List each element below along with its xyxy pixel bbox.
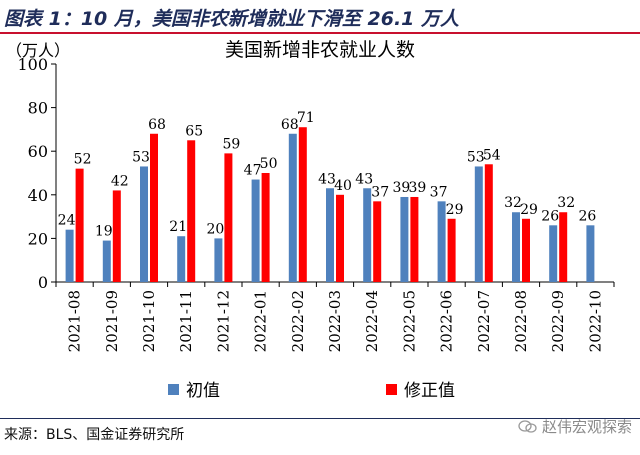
x-tick-label: 2022-03 <box>326 290 344 352</box>
bar-initial-2022-03 <box>326 188 334 282</box>
x-tick-label: 2022-07 <box>475 290 493 352</box>
x-tick-label: 2021-11 <box>177 290 195 352</box>
bar-initial-2021-12 <box>214 238 223 282</box>
data-label-revised-2022-07: 54 <box>483 147 501 163</box>
x-tick-label: 2022-06 <box>438 290 456 352</box>
axes: 0 20 40 60 80 100 <box>17 55 615 292</box>
data-label-revised-2022-08: 29 <box>520 202 538 218</box>
data-label-revised-2022-04: 37 <box>371 184 389 200</box>
x-tick-label: 2022-08 <box>512 290 530 352</box>
bar-initial-2022-09 <box>549 225 558 282</box>
legend: 初值 修正值 <box>168 381 455 401</box>
data-label-initial-2022-04: 43 <box>355 171 373 187</box>
bar-initial-2022-05 <box>400 196 409 282</box>
watermark-text: 赵伟宏观探索 <box>541 418 632 436</box>
data-label-revised-2022-09: 32 <box>557 195 575 211</box>
bar-revised-2022-06 <box>447 218 456 282</box>
data-label-initial-2021-12: 20 <box>206 221 224 237</box>
bar-revised-2022-04 <box>373 201 382 282</box>
bar-revised-2021-10 <box>150 133 158 282</box>
data-label-initial-2022-01: 47 <box>244 163 262 179</box>
data-label-revised-2021-12: 59 <box>222 136 240 152</box>
x-tick-label: 2021-08 <box>66 290 84 352</box>
data-label-revised-2022-06: 29 <box>446 202 464 218</box>
bar-initial-2022-01 <box>251 179 260 282</box>
x-tick-label: 2022-01 <box>252 290 270 352</box>
footer-rule <box>0 418 640 419</box>
bar-initial-2021-11 <box>177 236 186 282</box>
data-label-initial-2022-03: 43 <box>318 171 336 187</box>
bar-revised-2022-08 <box>522 218 530 282</box>
bar-initial-2022-08 <box>512 212 520 282</box>
data-label-initial-2022-09: 26 <box>541 208 559 224</box>
data-label-revised-2022-01: 50 <box>260 156 278 172</box>
figure-title: 图表 1：10 月，美国非农新增就业下滑至 26.1 万人 <box>4 8 459 30</box>
bar-revised-2022-07 <box>484 164 493 282</box>
chart-title: 美国新增非农就业人数 <box>225 39 415 61</box>
data-label-revised-2022-05: 39 <box>408 180 426 196</box>
legend-label-revised: 修正值 <box>404 381 455 401</box>
data-label-initial-2022-10: 26 <box>578 208 596 224</box>
data-label-revised-2021-09: 42 <box>111 173 129 189</box>
data-label-initial-2021-09: 19 <box>95 224 113 240</box>
legend-swatch-revised <box>386 384 397 395</box>
bar-revised-2022-09 <box>559 212 568 282</box>
x-tick-label: 2021-10 <box>140 290 158 352</box>
source-note: 来源：BLS、国金证券研究所 <box>4 427 185 443</box>
x-tick-labels: 2021-08 2021-09 2021-10 2021-11 2021-12 2022-… <box>66 290 605 352</box>
bar-initial-2021-10 <box>140 166 148 282</box>
bar-revised-2021-11 <box>187 140 196 282</box>
bar-revised-2021-12 <box>224 153 233 282</box>
data-label-revised-2021-08: 52 <box>74 152 92 168</box>
bar-revised-2022-01 <box>261 173 270 282</box>
bar-initial-2022-04 <box>363 188 372 282</box>
title-rule <box>0 32 640 34</box>
bar-initial-2022-07 <box>474 166 483 282</box>
data-label-initial-2022-08: 32 <box>504 195 522 211</box>
watermark: 赵伟宏观探索 <box>518 416 632 437</box>
bar-revised-2021-09 <box>112 190 121 282</box>
y-tick-label: 0 <box>38 273 48 292</box>
wechat-icon <box>518 419 537 433</box>
x-tick-label: 2022-02 <box>289 290 307 352</box>
data-label-initial-2021-08: 24 <box>58 213 76 229</box>
data-label-initial-2022-02: 68 <box>281 117 299 133</box>
data-label-initial-2022-05: 39 <box>392 180 410 196</box>
bar-revised-2022-02 <box>298 127 307 282</box>
legend-label-initial: 初值 <box>186 381 220 401</box>
bar-revised-2021-08 <box>75 168 84 282</box>
bar-revised-2022-03 <box>336 194 344 282</box>
x-tick-label: 2022-09 <box>549 290 567 352</box>
data-label-revised-2022-03: 40 <box>334 178 352 194</box>
bar-revised-2022-05 <box>410 196 419 282</box>
y-tick-label: 100 <box>17 55 48 74</box>
y-tick-label: 40 <box>28 186 48 205</box>
bar-initial-2021-09 <box>102 240 111 282</box>
bars <box>65 127 595 282</box>
data-label-initial-2022-06: 37 <box>430 184 448 200</box>
bar-initial-2022-02 <box>288 133 297 282</box>
y-tick-label: 60 <box>28 142 48 161</box>
data-label-initial-2021-10: 53 <box>132 149 150 165</box>
data-label-revised-2022-02: 71 <box>297 110 315 126</box>
x-tick-label: 2022-10 <box>586 290 604 352</box>
data-label-initial-2022-07: 53 <box>467 149 485 165</box>
x-tick-label: 2022-04 <box>363 290 381 352</box>
x-tick-label: 2021-12 <box>214 290 232 352</box>
bar-initial-2021-08 <box>65 229 74 282</box>
y-tick-label: 20 <box>28 229 48 248</box>
x-tick-label: 2022-05 <box>400 290 418 352</box>
x-tick-label: 2021-09 <box>103 290 121 352</box>
y-tick-label: 80 <box>28 99 48 118</box>
y-axis-unit: （万人） <box>6 41 70 60</box>
data-label-revised-2021-11: 65 <box>185 123 203 139</box>
legend-swatch-initial <box>168 384 179 395</box>
data-label-revised-2021-10: 68 <box>148 117 166 133</box>
bar-initial-2022-10 <box>586 225 595 282</box>
data-label-initial-2021-11: 21 <box>169 219 187 235</box>
bar-initial-2022-06 <box>437 201 446 282</box>
